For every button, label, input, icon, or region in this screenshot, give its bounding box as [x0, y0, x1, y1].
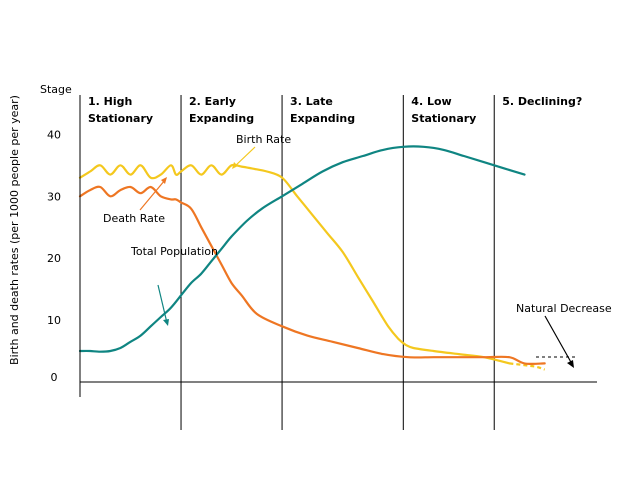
stage-label-4: 4. Low: [411, 95, 451, 108]
stage-sublabel-2: Expanding: [189, 112, 254, 125]
stage-sublabel-1: Stationary: [88, 112, 153, 125]
stage-divider-lines: [180, 95, 495, 430]
stage-label-5: 5. Declining?: [502, 95, 582, 108]
stage-label-3: 3. Late: [290, 95, 333, 108]
y-tick-40: 40: [47, 128, 61, 141]
series-line-death-rate: [78, 185, 546, 365]
annotation-birth-rate-arrowhead: [232, 162, 238, 169]
series-line-birth-rate: [78, 163, 511, 365]
stage-axis-label: Stage: [40, 83, 72, 96]
annotation-natural-decrease-arrow: [544, 315, 573, 365]
y-axis-label: Birth and death rates (per 1000 people p…: [8, 95, 21, 365]
annotation-death-rate: Death Rate: [103, 212, 165, 225]
annotation-total-population-arrow: [157, 284, 168, 324]
annotation-death-rate-arrow: [139, 179, 166, 211]
stage-labels: 1. High Stationary 2. Early Expanding 3. Lat…: [88, 95, 582, 125]
annotations: Birth Rate Death Rate Total Population N…: [103, 133, 612, 368]
y-tick-10: 10: [47, 314, 61, 327]
annotation-birth-rate-arrow: [233, 146, 256, 168]
y-tick-0: 0: [51, 371, 58, 384]
annotation-birth-rate: Birth Rate: [236, 133, 291, 146]
y-tick-30: 30: [47, 190, 61, 203]
annotation-total-population: Total Population: [130, 245, 218, 258]
annotation-natural-decrease-arrowhead: [567, 360, 574, 368]
y-tick-labels: 0 10 20 30 40: [47, 128, 61, 384]
y-tick-20: 20: [47, 252, 61, 265]
stage-label-2: 2. Early: [189, 95, 236, 108]
series-lines: [78, 145, 546, 371]
annotation-death-rate-arrowhead: [161, 177, 167, 184]
annotation-natural-decrease: Natural Decrease: [516, 302, 612, 315]
stage-sublabel-3: Expanding: [290, 112, 355, 125]
stage-label-1: 1. High: [88, 95, 132, 108]
annotation-total-population-arrowhead: [163, 319, 169, 326]
series-line-total-population: [78, 145, 526, 353]
stage-sublabel-4: Stationary: [411, 112, 476, 125]
